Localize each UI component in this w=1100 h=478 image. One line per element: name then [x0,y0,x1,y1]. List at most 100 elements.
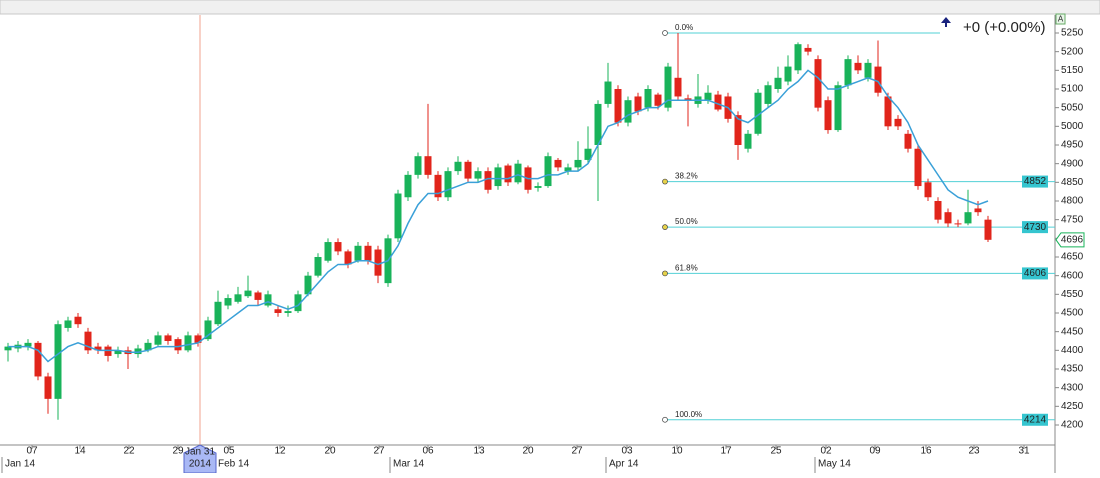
candle-body [924,182,932,198]
y-tick-label: 4400 [1061,345,1084,356]
y-tick-label: 4950 [1061,140,1084,151]
month-label: Feb 14 [218,459,250,470]
price-badge [1022,175,1048,188]
y-tick-label: 4900 [1061,158,1084,169]
candle-body [854,62,862,71]
candle-body [544,156,552,187]
y-tick-label: 5050 [1061,102,1084,113]
fib-anchor [662,416,668,423]
candle-body [24,342,32,347]
fib-anchor [662,178,668,185]
candle-body [234,294,242,302]
candle-body [884,96,892,127]
candle-body [74,316,82,325]
y-tick-label: 4250 [1061,401,1084,412]
candle-body [334,242,342,252]
candle-body [274,309,282,313]
x-tick-label: 29 [172,446,184,457]
candle-body [904,133,912,149]
candle-body [504,165,512,183]
candle-body [294,294,302,312]
candle-body [204,320,212,340]
candle-body [44,376,52,399]
candle-body [314,256,322,276]
y-tick-label: 5150 [1061,65,1084,76]
price-badge [1022,221,1048,234]
candle-body [214,301,222,325]
y-tick-label: 4750 [1061,214,1084,225]
x-tick-label: 07 [26,446,38,457]
x-tick-label: 25 [770,446,782,457]
candle-body [254,292,262,300]
y-tick-label: 4350 [1061,364,1084,375]
x-tick-label: 16 [920,446,932,457]
price-badge-label: 4214 [1024,414,1047,425]
fib-label: 38.2% [675,172,698,181]
candle-body [894,118,902,127]
auto-scale-button[interactable] [1055,13,1066,25]
fib-anchor [662,224,668,230]
candle-body [94,346,102,351]
candle-body [324,242,332,261]
candle-body [64,320,72,328]
y-tick-label: 4850 [1061,177,1084,188]
candle-body [354,245,362,261]
candle-body [134,348,142,355]
y-tick-label: 5250 [1061,28,1084,39]
x-tick-label: 12 [274,446,286,457]
candle-body [434,174,442,198]
fib-anchor [662,270,668,277]
candle-body [494,167,502,187]
month-label: May 14 [818,459,851,470]
x-tick-label: 17 [720,446,732,457]
y-tick-label: 4200 [1061,420,1084,431]
x-axis-band [0,445,1100,473]
x-tick-label: 03 [621,446,633,457]
change-text: +0 (+0.00%) [963,19,1046,36]
candle-body [624,100,632,123]
candle-body [714,94,722,110]
x-tick-label: 20 [522,446,534,457]
candle-body [394,193,402,239]
price-badge-label: 4606 [1024,268,1047,279]
x-tick-label: 06 [422,446,434,457]
candle-body [104,346,112,356]
y-tick-label: 5200 [1061,46,1084,57]
candle-body [614,88,622,123]
fib-label: 0.0% [675,23,693,32]
candle-body [444,171,452,198]
candle-body [114,350,122,355]
month-label: Mar 14 [393,459,425,470]
candle-body [474,171,482,179]
cursor-label: Jan 31 [185,447,215,458]
x-tick-label: 22 [123,446,135,457]
candle-body [634,96,642,112]
candle-body [784,66,792,82]
fib-label: 50.0% [675,217,698,226]
toolbar [0,0,1100,15]
candle-body [414,156,422,175]
candle-body [534,186,542,188]
fib-label: 100.0% [675,410,702,419]
x-tick-label: 09 [869,446,881,457]
x-tick-label: 14 [74,446,86,457]
candle-body [664,66,672,108]
month-label: Jan 14 [5,459,35,470]
y-tick-label: 4500 [1061,308,1084,319]
candle-body [554,159,562,168]
candle-body [954,223,962,225]
y-tick-label: 4550 [1061,289,1084,300]
auto-scale-icon[interactable]: A [1058,15,1064,24]
candle-body [844,59,852,86]
y-tick-label: 4600 [1061,270,1084,281]
x-tick-label: 10 [671,446,683,457]
candle-body [304,275,312,295]
price-badge [1022,267,1048,280]
candle-body [154,335,162,345]
candle-body [404,174,412,198]
x-tick-label: 27 [571,446,583,457]
candle-body [874,66,882,93]
candle-body [934,200,942,220]
x-tick-label: 27 [373,446,385,457]
